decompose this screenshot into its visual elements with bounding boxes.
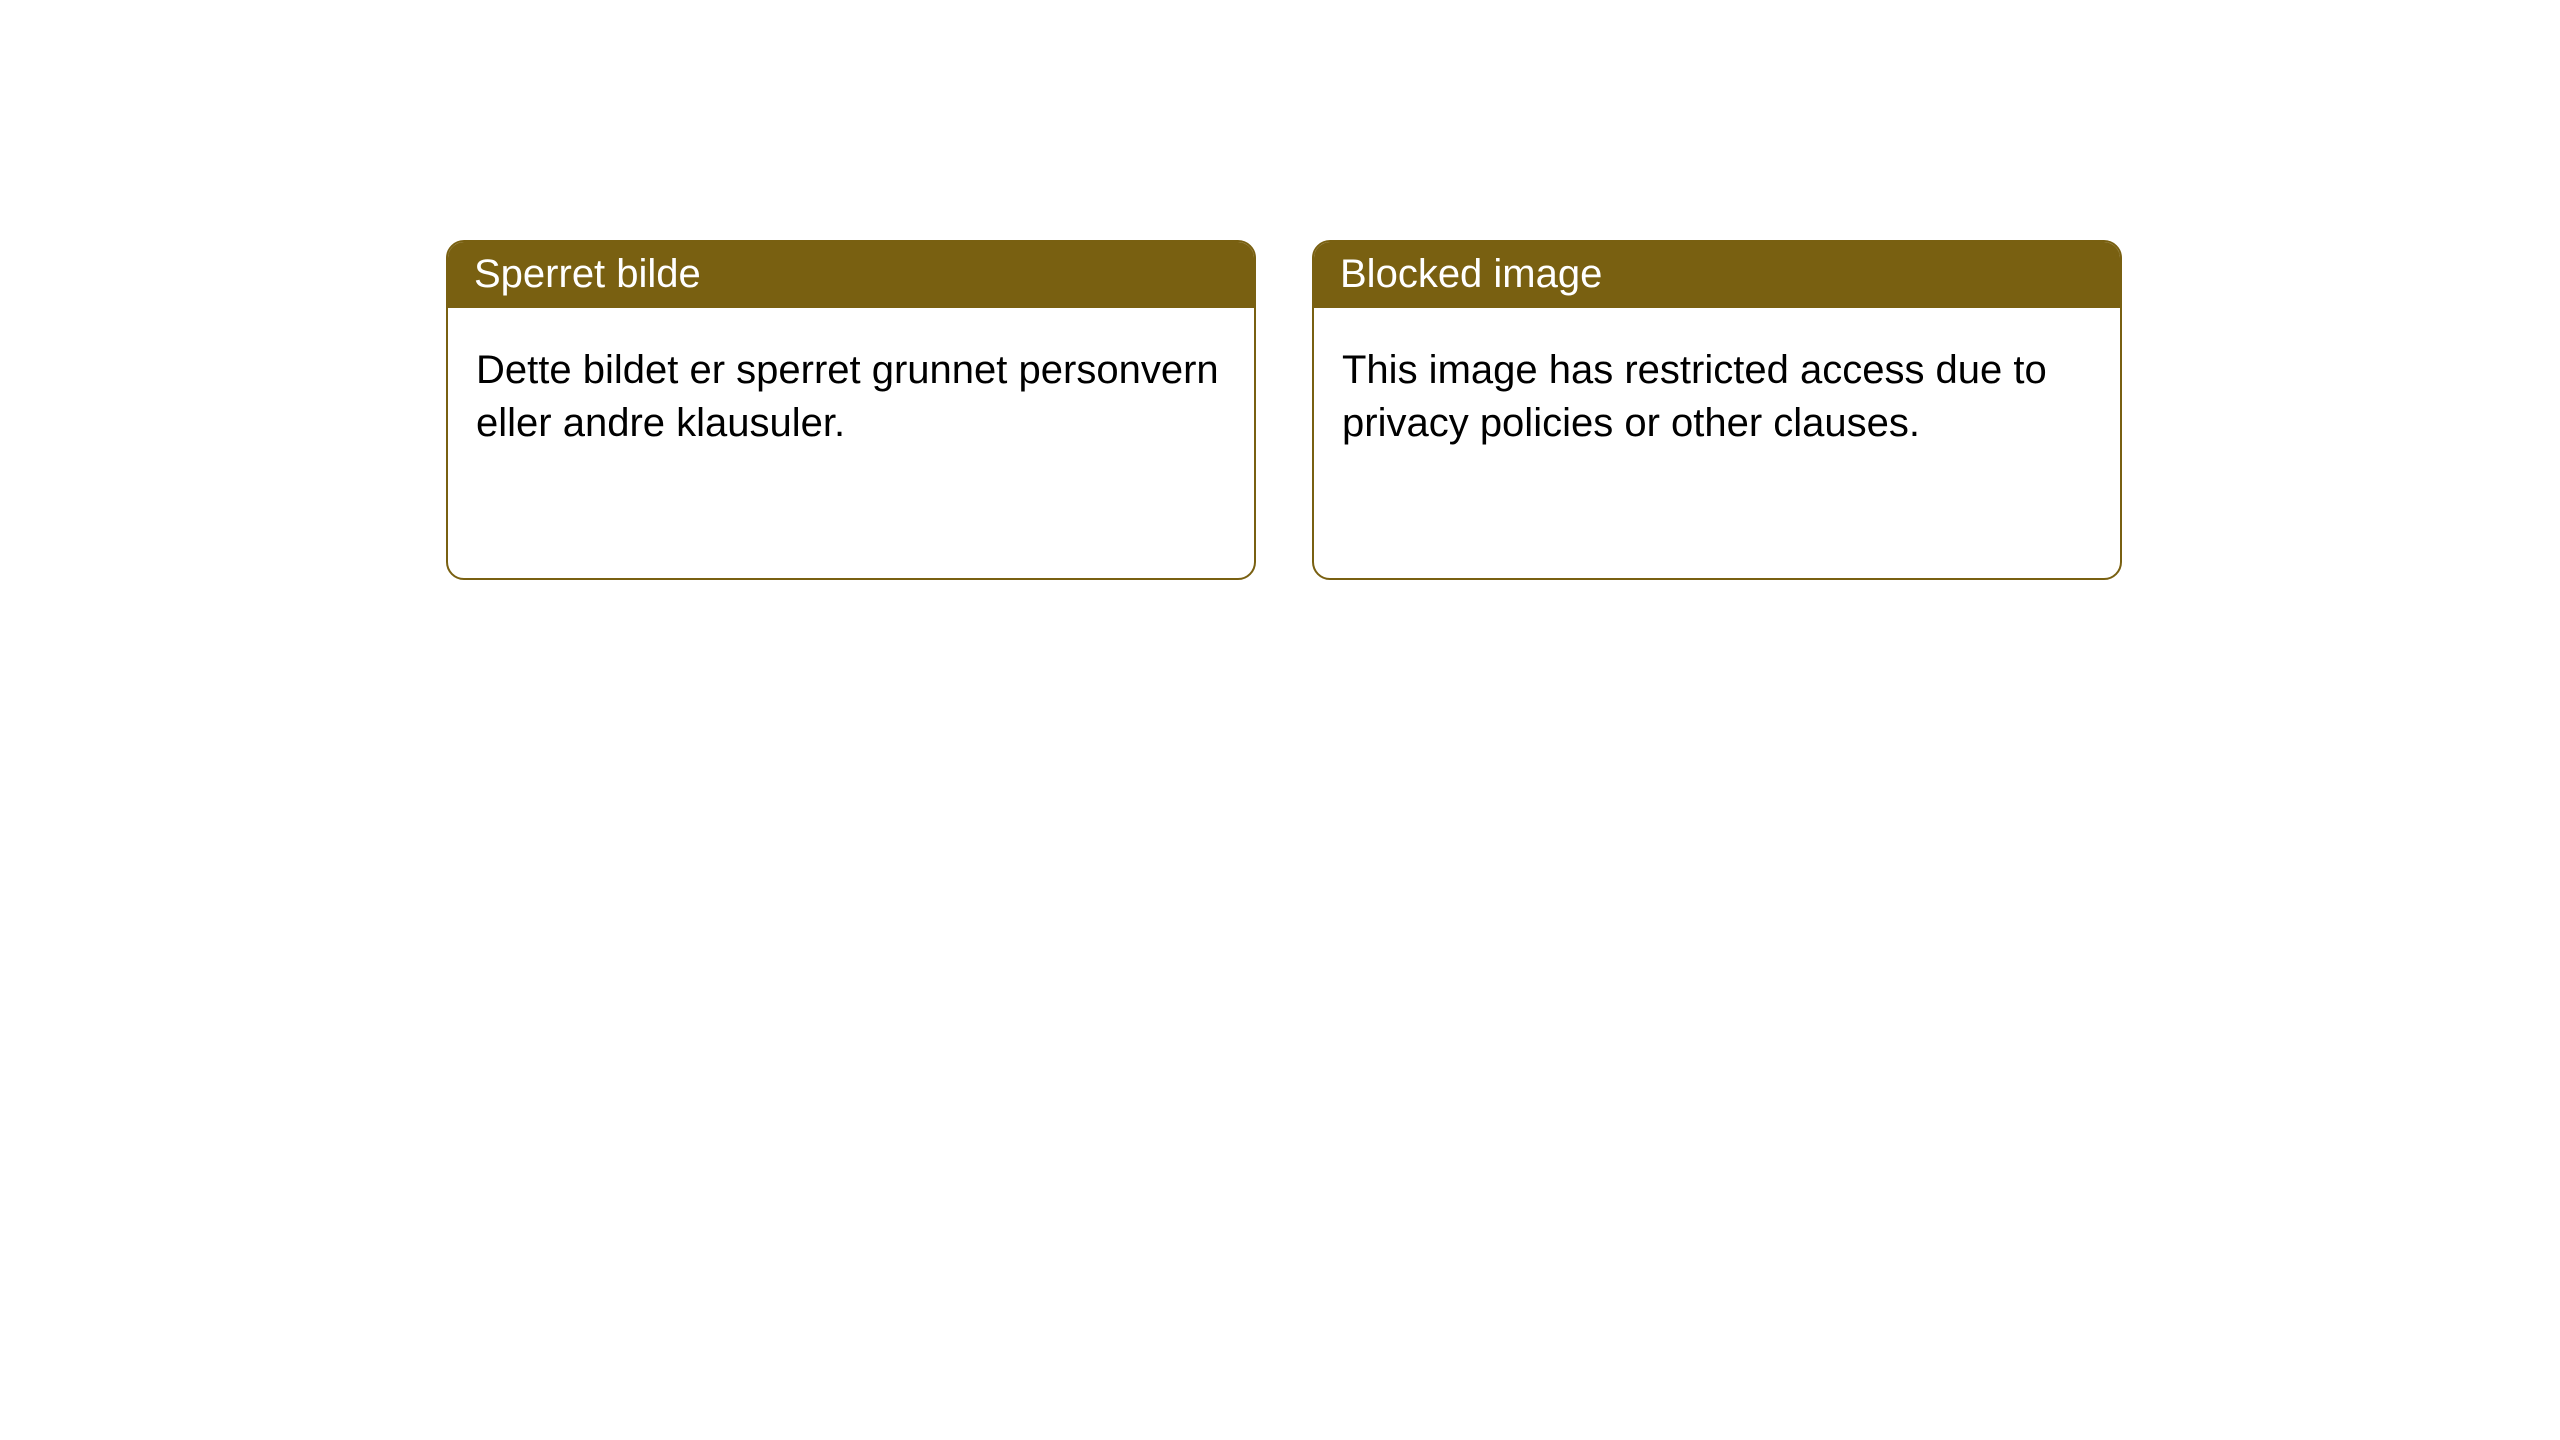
- notice-container: Sperret bilde Dette bildet er sperret gr…: [0, 0, 2560, 580]
- notice-card-english: Blocked image This image has restricted …: [1312, 240, 2122, 580]
- notice-title-english: Blocked image: [1314, 242, 2120, 308]
- notice-body-norwegian: Dette bildet er sperret grunnet personve…: [448, 308, 1254, 486]
- notice-body-english: This image has restricted access due to …: [1314, 308, 2120, 486]
- notice-title-norwegian: Sperret bilde: [448, 242, 1254, 308]
- notice-card-norwegian: Sperret bilde Dette bildet er sperret gr…: [446, 240, 1256, 580]
